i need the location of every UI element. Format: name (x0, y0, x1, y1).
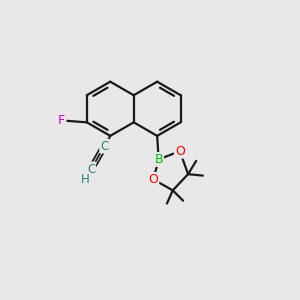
Text: O: O (148, 173, 158, 186)
Text: O: O (175, 145, 185, 158)
Text: F: F (58, 114, 65, 127)
Text: H: H (81, 173, 90, 186)
Text: C: C (100, 140, 109, 153)
Text: C: C (87, 163, 95, 176)
Text: B: B (154, 153, 163, 166)
